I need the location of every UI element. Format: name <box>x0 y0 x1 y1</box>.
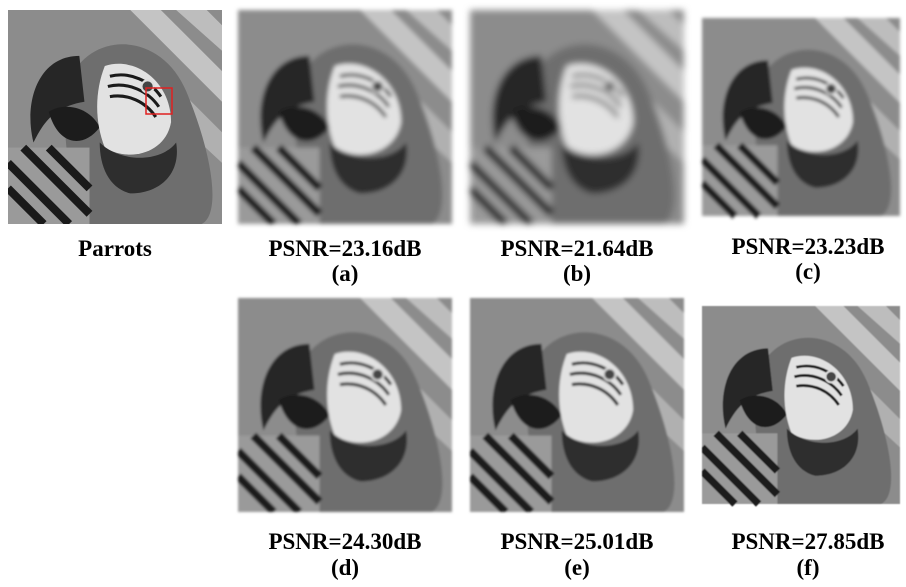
caption: PSNR=25.01dB <box>500 529 653 554</box>
label: (b) <box>563 261 591 286</box>
caption: PSNR=24.30dB <box>268 529 421 554</box>
label: (f) <box>797 555 820 580</box>
label: (e) <box>564 555 590 580</box>
caption: PSNR=21.64dB <box>500 236 653 261</box>
panel-b: PSNR=21.64dB (b) <box>470 10 684 286</box>
image <box>470 298 684 512</box>
panel-original: Parrots <box>8 10 222 261</box>
figure: Parrots PSNR=23.16dB (a) PSNR=21.64dB (b… <box>0 0 906 582</box>
panel-c: PSNR=23.23dB (c) <box>702 18 900 284</box>
label: (d) <box>331 555 359 580</box>
image <box>238 10 452 224</box>
caption: PSNR=27.85dB <box>731 529 884 554</box>
panel-e: PSNR=25.01dB (e) <box>470 298 684 580</box>
panel-d: PSNR=24.30dB (d) <box>238 298 452 580</box>
panel-a: PSNR=23.16dB (a) <box>238 10 452 286</box>
image <box>8 10 222 224</box>
panel-f: PSNR=27.85dB (f) <box>702 306 900 580</box>
label: (c) <box>795 259 821 284</box>
image <box>702 306 900 504</box>
label: (a) <box>332 261 359 286</box>
caption: Parrots <box>78 236 152 261</box>
caption: PSNR=23.16dB <box>268 236 421 261</box>
image <box>238 298 452 512</box>
image <box>470 10 684 224</box>
image <box>702 18 900 216</box>
caption: PSNR=23.23dB <box>731 234 884 259</box>
